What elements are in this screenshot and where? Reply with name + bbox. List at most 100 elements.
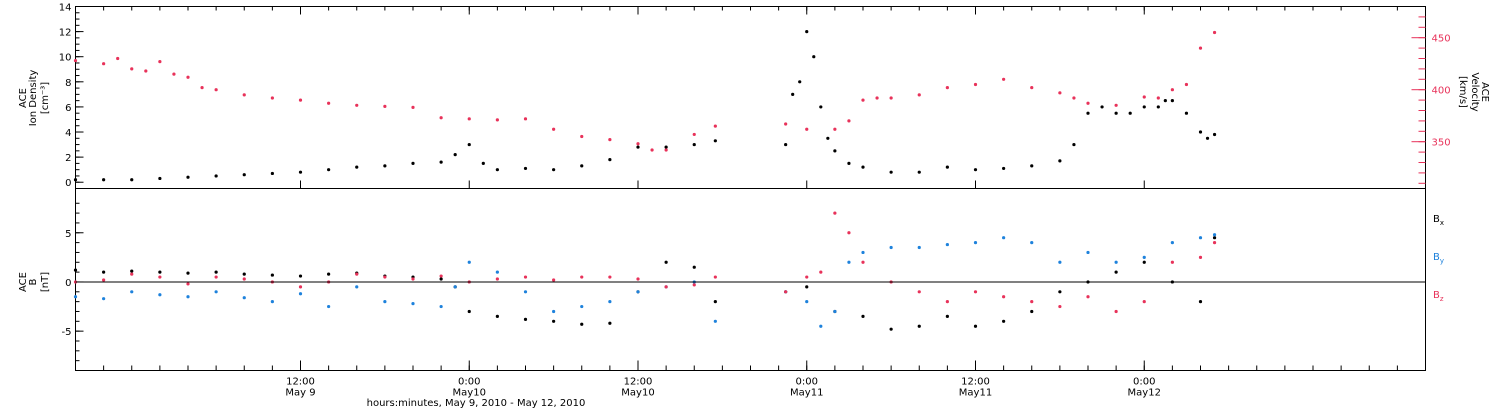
velocity-point [805,127,809,131]
by-point [270,300,274,304]
by-point [917,245,921,250]
ion-density-point [214,174,218,178]
by-point [1030,241,1034,245]
velocity-point [1212,30,1217,35]
ion-density-point [664,145,668,149]
time-tick-label-time: 0:00 [796,377,818,388]
bz-point [1002,295,1006,299]
bx-point [298,274,303,278]
ion-density-point [495,168,499,172]
bx-point [713,300,717,304]
bz-point [355,272,359,276]
by-point [1170,241,1174,245]
ion-density-point [439,160,443,164]
velocity-point [552,127,556,131]
top-left-label-line2: Ion Density [28,70,39,127]
top-left-tick-label: 12 [59,28,72,39]
ion-density-point [552,168,556,172]
legend-bx-sub: x [1440,219,1444,227]
ion-density-point [889,170,893,174]
bottom-panel-ticks: -5 0 5 [62,202,84,362]
ion-density-point [270,171,274,176]
ion-density-point [102,178,106,182]
by-point [945,242,949,247]
bz-point [1114,309,1118,314]
velocity-point [144,69,148,73]
velocity-point [1002,77,1006,81]
bz-point [552,278,556,282]
velocity-point [861,98,865,102]
top-panel-points [73,30,1217,182]
bz-point [805,275,809,279]
bz-point [692,283,696,287]
ion-density-point [847,161,851,165]
time-tick-label-date: May10 [621,388,654,399]
bz-point [158,275,162,279]
bz-point [784,290,788,294]
velocity-point [130,67,134,71]
velocity-point [875,96,879,100]
ion-density-point [1205,136,1210,140]
ion-density-point [158,176,162,181]
top-right-label-line2: Velocity [1469,72,1480,111]
velocity-point [214,88,218,92]
velocity-point [945,86,949,90]
by-point [1002,236,1006,240]
bx-point [327,272,331,276]
bx-point [1212,236,1217,240]
velocity-point [1156,96,1160,100]
bottom-left-tick-label: -5 [62,327,72,338]
top-right-tick-label: 400 [1432,86,1451,97]
by-point [1142,255,1146,259]
ion-density-point [383,164,387,168]
ion-density-point [1086,111,1090,115]
ion-density-point [1163,99,1167,103]
by-point [523,290,528,294]
bz-point [1086,295,1090,299]
velocity-point [1184,82,1189,87]
velocity-point [467,117,471,121]
bz-point [1142,300,1146,304]
bz-point [847,231,851,235]
ion-density-point [298,170,303,174]
bx-point [552,319,556,323]
bx-point [523,317,528,321]
ion-density-point [798,80,802,84]
ion-density-point [1058,159,1062,163]
ion-density-point [481,161,485,165]
by-point [861,250,865,255]
velocity-point [608,138,612,142]
bx-point [580,322,584,326]
velocity-point [636,142,640,146]
by-point [467,260,471,264]
bx-point [973,324,978,328]
ion-density-point [73,178,78,182]
by-point [411,302,415,306]
bx-point [158,270,162,274]
by-point [102,297,106,301]
bx-point [467,309,471,314]
velocity-point [784,122,788,126]
velocity-point [186,75,190,79]
bx-point [1030,309,1034,314]
ion-density-point [791,92,795,96]
top-left-tick-label: 14 [59,3,72,14]
velocity-point [889,96,893,100]
ion-density-point [805,30,809,34]
bz-point [1198,255,1203,259]
ion-density-point [812,55,816,59]
ion-density-point [1002,166,1006,171]
ion-density-point [1100,105,1104,109]
velocity-point [383,104,387,108]
velocity-point [1142,95,1146,99]
ion-density-point [784,142,788,147]
velocity-point [1170,88,1174,92]
velocity-point [242,93,246,97]
x-axis-label: hours:minutes, May 9, 2010 - May 12, 201… [367,398,586,409]
bz-point [214,275,218,279]
ion-density-point [467,142,471,147]
velocity-point [73,58,78,63]
bz-point [1170,260,1174,264]
